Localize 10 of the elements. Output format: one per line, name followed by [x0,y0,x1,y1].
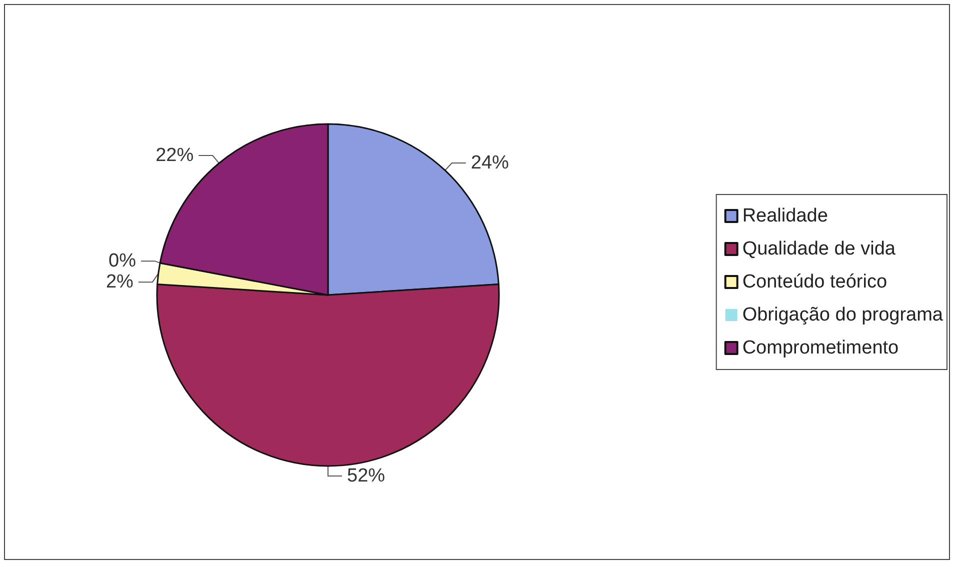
legend-label: Obrigação do programa [742,304,944,326]
text: 0% [108,250,136,272]
legend-label: Comprometimento [742,338,899,358]
data-label: 24% [470,152,510,174]
legend-label: Qualidade de vida [742,238,896,260]
data-label: 22% [156,145,194,166]
legend-label: Conteúdo teórico [742,272,888,292]
data-label: 2% [106,272,134,293]
data-label: 52% [347,466,386,486]
legend-label: Realidade [742,206,828,226]
